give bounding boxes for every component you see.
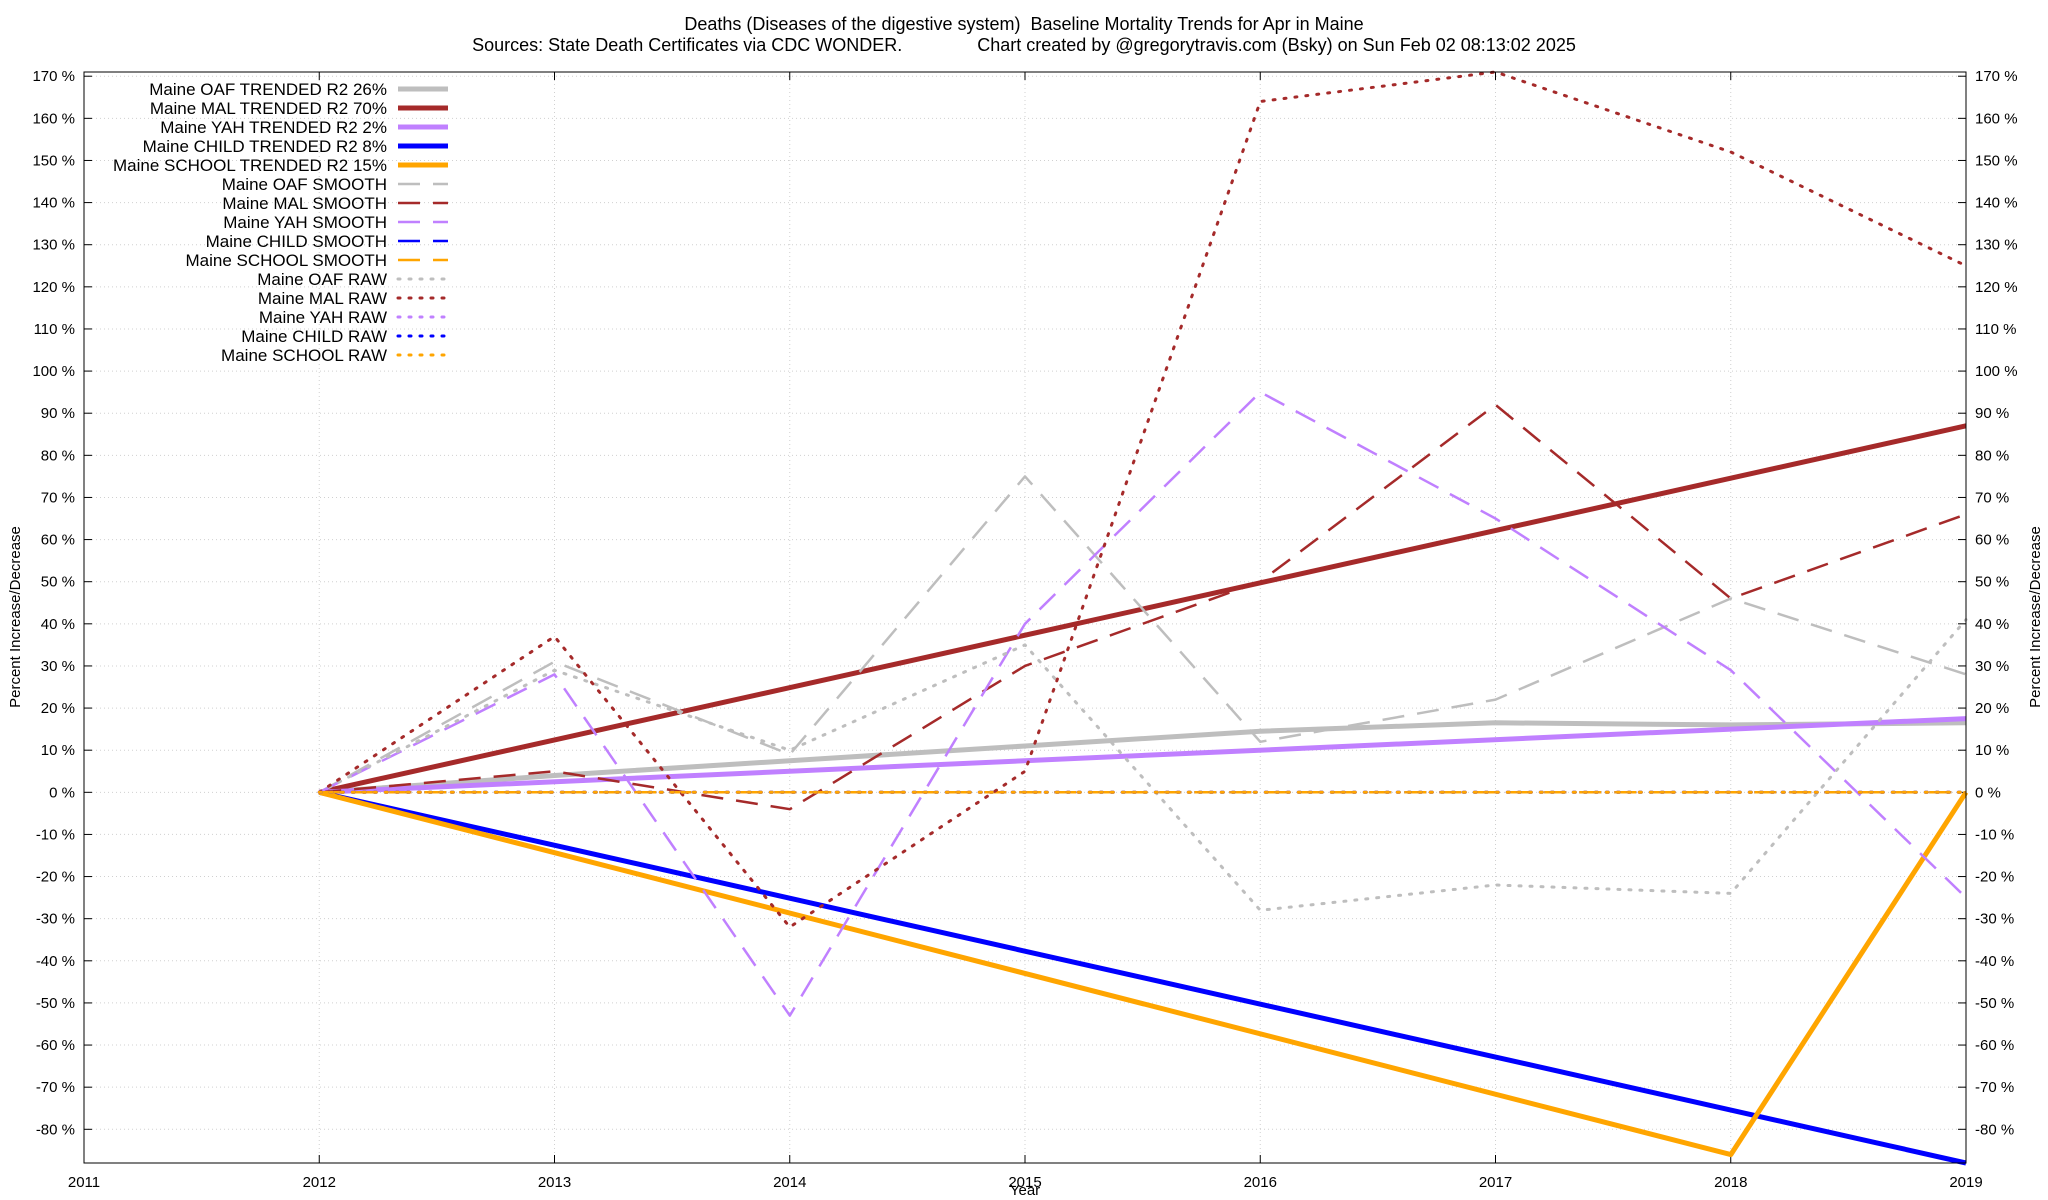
y-tick-label: 10 % [41,742,75,759]
y2-tick-label: 100 % [1975,363,2018,380]
series-line-mal-raw [317,70,1968,929]
legend-label: Maine OAF RAW [257,270,387,289]
x-tick-label: 2018 [1714,1174,1747,1191]
y-tick-label: 40 % [41,616,75,633]
y-tick-label: 90 % [41,405,75,422]
y-tick-label: 50 % [41,574,75,591]
y2-tick-label: 50 % [1975,574,2009,591]
y-tick-label: 100 % [32,363,75,380]
y2-tick-label: 40 % [1975,616,2009,633]
series-line-oaf-smooth [318,475,1967,794]
y-tick-label: 20 % [41,700,75,717]
y2-tick-label: 10 % [1975,742,2009,759]
y2-tick-label: 60 % [1975,532,2009,549]
y-tick-label: 140 % [32,195,75,212]
chart-subtitle: Sources: State Death Certificates via CD… [472,35,1576,55]
y2-tick-label: 30 % [1975,658,2009,675]
y-tick-label: 30 % [41,658,75,675]
y2-tick-label: 90 % [1975,405,2009,422]
y2-tick-label: -20 % [1975,869,2014,886]
y-tick-label: 130 % [32,237,75,254]
y2-tick-label: 150 % [1975,152,2018,169]
y2-tick-label: -70 % [1975,1079,2014,1096]
x-tick-label: 2016 [1244,1174,1277,1191]
legend: Maine OAF TRENDED R2 26%Maine MAL TRENDE… [113,80,450,365]
y-tick-label: 120 % [32,279,75,296]
x-tick-label: 2014 [773,1174,806,1191]
y-tick-label: 170 % [32,68,75,85]
y-tick-label: 150 % [32,152,75,169]
x-tick-label: 2011 [68,1174,100,1191]
y2-tick-label: 160 % [1975,110,2018,127]
y-tick-label: -20 % [36,869,75,886]
y2-tick-label: 130 % [1975,237,2018,254]
y2-tick-label: 140 % [1975,195,2018,212]
y2-tick-label: -40 % [1975,953,2014,970]
y-tick-label: -70 % [36,1079,75,1096]
legend-label: Maine YAH TRENDED R2 2% [160,118,387,137]
legend-label: Maine CHILD SMOOTH [206,232,387,251]
legend-label: Maine OAF TRENDED R2 26% [149,80,387,99]
y-tick-label: 60 % [41,532,75,549]
y-tick-label: 0 % [49,784,75,801]
tick-labels: -80 % -80 % -70 % -70 % -60 % -60 % -50 % -50 %… [32,68,2017,1191]
legend-label: Maine SCHOOL RAW [221,346,387,365]
y2-tick-label: 120 % [1975,279,2018,296]
series-line-mal-smooth [319,403,1967,811]
plot-frame [83,71,1967,1164]
x-axis-label: Year [1010,1182,1040,1199]
legend-label: Maine SCHOOL SMOOTH [185,251,387,270]
legend-label: Maine CHILD TRENDED R2 8% [143,137,387,156]
series-line-oaf-raw [317,618,1968,912]
x-tick-label: 2013 [538,1174,571,1191]
legend-label: Maine MAL RAW [258,289,387,308]
legend-label: Maine SCHOOL TRENDED R2 15% [113,156,387,175]
y-tick-label: 80 % [41,447,75,464]
y2-tick-label: 20 % [1975,700,2009,717]
y-tick-label: -10 % [36,826,75,843]
chart-title: Deaths (Diseases of the digestive system… [684,14,1364,34]
y2-tick-label: -30 % [1975,911,2014,928]
y2-tick-label: 80 % [1975,447,2009,464]
y-tick-label: 70 % [41,489,75,506]
y-tick-label: -80 % [36,1121,75,1138]
series-line-school-trend [318,789,1969,1158]
y2-tick-label: 110 % [1975,321,2016,338]
series-lines [317,70,1969,1166]
legend-label: Maine OAF SMOOTH [222,175,387,194]
y2-tick-label: -60 % [1975,1037,2014,1054]
legend-label: Maine CHILD RAW [241,327,387,346]
y-tick-label: -40 % [36,953,75,970]
y2-tick-label: -10 % [1975,826,2014,843]
series-line-oaf-trend [319,720,1967,795]
legend-label: Maine MAL TRENDED R2 70% [150,99,387,118]
y2-tick-label: -50 % [1975,995,2014,1012]
y2-tick-label: 70 % [1975,489,2009,506]
y2-axis-label: Percent Increase/Decrease [2027,526,2044,708]
x-tick-label: 2017 [1479,1174,1512,1191]
y2-tick-label: -80 % [1975,1121,2014,1138]
x-tick-label: 2019 [1949,1174,1982,1191]
x-tick-label: 2012 [303,1174,336,1191]
y-tick-label: -30 % [36,911,75,928]
legend-label: Maine YAH SMOOTH [223,213,387,232]
legend-label: Maine MAL SMOOTH [222,194,387,213]
series-line-child-trend [318,789,1967,1166]
y-tick-label: 160 % [32,110,75,127]
x-tick-label: 2015 [1008,1174,1041,1191]
y2-tick-label: 170 % [1975,68,2018,85]
y-tick-label: 110 % [34,321,75,338]
series-line-yah-smooth [318,390,1967,1017]
y-axis-label: Percent Increase/Decrease [7,526,24,708]
y2-tick-label: 0 % [1975,784,2001,801]
y-tick-label: -60 % [36,1037,75,1054]
legend-label: Maine YAH RAW [259,308,387,327]
y-tick-label: -50 % [36,995,75,1012]
series-line-yah-trend [319,716,1967,795]
